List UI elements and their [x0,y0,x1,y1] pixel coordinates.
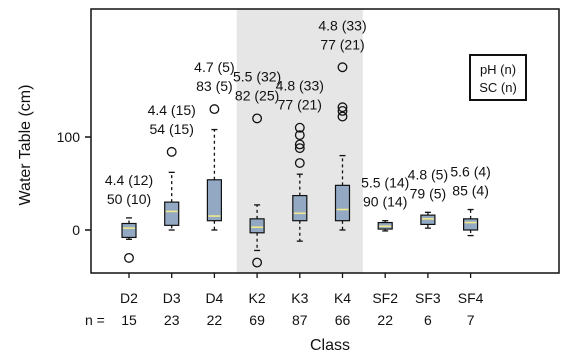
outlier-point [337,111,348,122]
box-group-sf4: 85 (4) 5.6 (4) [450,164,491,237]
x-tick-label: D4 [205,290,223,306]
box-group-sf3: 79 (5) 4.8 (5) [408,166,448,229]
ph-annotation: 4.8 (5) [408,166,448,182]
n-count-label: 22 [377,312,393,328]
x-tick-label: K2 [249,290,266,306]
outlier-point [294,139,305,150]
n-count-label: 87 [292,312,308,328]
box-iqr [206,179,222,222]
box-group-sf2: 90 (14) 5.5 (14) [361,175,409,232]
x-tick-label: K4 [334,290,351,306]
sc-annotation: 77 (21) [320,36,364,52]
y-axis: 0 100 [57,129,91,238]
x-tick-label: K3 [291,290,308,306]
x-tick-label: SF4 [458,290,484,306]
sc-annotation: 79 (5) [410,185,447,201]
ph-annotation: 5.5 (32) [233,68,281,84]
x-tick-label: SF3 [415,290,441,306]
x-tick-label: D2 [120,290,138,306]
outlier-point [294,130,305,141]
box-group-k3: 77 (21) 4.8 (33) [276,78,324,242]
ph-annotation: 4.4 (12) [105,172,153,188]
n-count-label: 15 [121,312,137,328]
outlier-point [166,146,177,157]
plot-frame [90,8,560,274]
outlier-point [124,252,134,263]
y-axis-title: Water Table (cm) [17,85,34,206]
box-group-d3: 54 (15) 4.4 (15) [148,102,196,231]
box-group-k4: 77 (21) 4.8 (33) [318,17,367,231]
legend: pH (n) SC (n) [469,54,527,101]
x-axis: D2 15 D3 23 D4 22 K2 69 K3 87 K4 66 SF2 22 SF3 6 SF4 7 [120,273,484,328]
y-tick-label: 100 [57,129,81,145]
n-count-label: 7 [467,312,475,328]
ph-annotation: 5.6 (4) [450,164,490,180]
outlier-point [252,257,263,268]
ph-annotation: 4.8 (33) [276,78,324,94]
ph-annotation: 4.7 (5) [194,59,234,75]
ph-annotation: 4.4 (15) [148,102,196,118]
outlier-point [337,102,348,113]
sc-annotation: 90 (14) [363,194,407,210]
n-count-label: 22 [207,312,223,328]
legend-box [469,54,527,101]
box-iqr [249,218,265,234]
sc-annotation: 83 (5) [196,78,233,94]
n-count-label: 6 [424,312,432,328]
box-iqr [164,201,180,226]
sc-annotation: 54 (15) [150,121,194,137]
ph-annotation: 4.8 (33) [318,17,366,33]
y-tick-label: 0 [72,222,80,238]
sc-annotation: 77 (21) [278,97,322,113]
box-iqr [463,218,479,231]
sc-annotation: 50 (10) [107,191,151,207]
n-count-label: 69 [249,312,265,328]
outlier-point [209,104,220,115]
outlier-point [294,158,305,168]
n-count-label: 66 [335,312,351,328]
n-label: n = [85,312,105,328]
legend-sc-label: SC (n) [479,80,517,95]
outlier-point [337,62,348,73]
x-tick-label: D3 [163,290,181,306]
x-tick-label: SF2 [372,290,398,306]
ph-annotation: 5.5 (14) [361,175,409,191]
x-axis-title: Class [310,337,350,354]
n-count-label: 23 [164,312,180,328]
box-iqr [420,214,436,226]
legend-ph-label: pH (n) [480,62,516,77]
boxes-layer: 50 (10) 4.4 (12) 54 (15) 4.4 (15)83 (5) 4.7 … [105,17,491,268]
box-group-k2: 82 (25) 5.5 (32) [233,68,281,268]
box-iqr [292,194,308,222]
sc-annotation: 82 (25) [235,87,279,103]
box-group-d4: 83 (5) 4.7 (5) [194,59,235,231]
outlier-point [337,106,348,116]
outlier-point [252,113,263,124]
box-group-d2: 50 (10) 4.4 (12) [105,172,153,263]
box-iqr [334,184,351,222]
sc-annotation: 85 (4) [452,183,489,199]
outlier-point [294,122,305,133]
box-iqr [121,222,137,239]
outlier-point [294,143,305,154]
